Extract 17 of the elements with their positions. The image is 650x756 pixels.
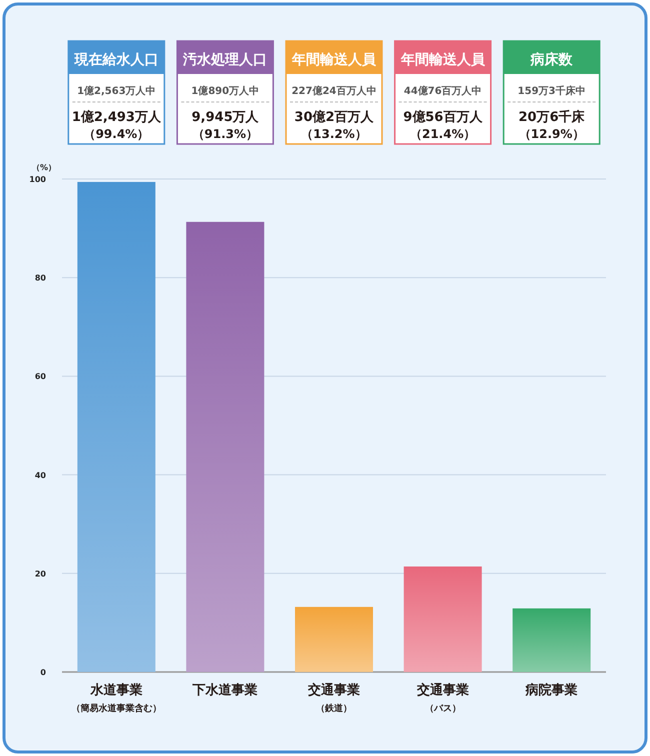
y-tick-label: 0: [40, 668, 46, 677]
x-tick-label: 交通事業（バス）: [416, 682, 469, 714]
y-tick-label: 60: [34, 372, 46, 382]
data-label: （91.3%）: [192, 127, 258, 141]
y-tick-label: 100: [29, 175, 46, 184]
y-tick-label: 20: [34, 569, 46, 578]
x-tick-label: 水道事業（簡易水道事業含む）: [71, 683, 162, 714]
y-axis-title: （%）: [32, 163, 56, 172]
data-label: （13.2%）: [301, 127, 367, 141]
data-label: （99.4%）: [84, 127, 150, 141]
x-tick-label: 交通事業（鉄道）: [307, 682, 360, 714]
data-label: （21.4%）: [410, 127, 476, 141]
x-tick-label: 下水道事業: [192, 683, 258, 698]
y-tick-label: 40: [34, 470, 46, 480]
data-label: （12.9%）: [518, 127, 584, 141]
x-tick-label: 病院事業: [524, 682, 578, 698]
y-tick-label: 80: [34, 274, 46, 283]
